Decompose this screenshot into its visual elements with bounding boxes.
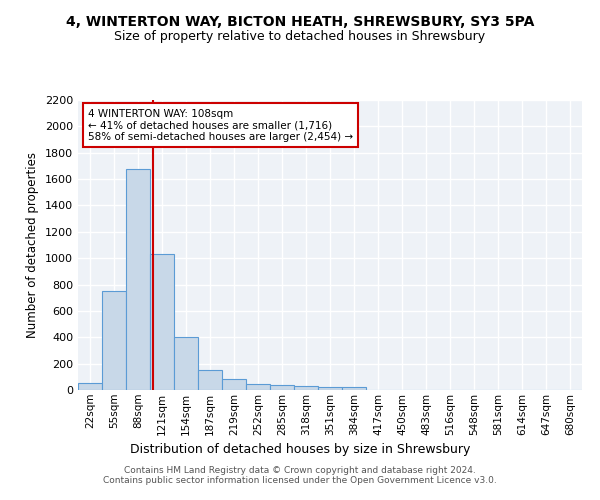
Y-axis label: Number of detached properties: Number of detached properties	[26, 152, 40, 338]
Bar	[198, 370, 222, 390]
Bar	[246, 384, 270, 390]
Text: Distribution of detached houses by size in Shrewsbury: Distribution of detached houses by size …	[130, 442, 470, 456]
Text: 4, WINTERTON WAY, BICTON HEATH, SHREWSBURY, SY3 5PA: 4, WINTERTON WAY, BICTON HEATH, SHREWSBU…	[66, 15, 534, 29]
Bar	[150, 254, 174, 390]
Bar	[318, 388, 342, 390]
Bar	[222, 379, 246, 390]
Bar	[342, 388, 366, 390]
Bar	[294, 386, 318, 390]
Bar	[174, 338, 198, 390]
Text: 4 WINTERTON WAY: 108sqm
← 41% of detached houses are smaller (1,716)
58% of semi: 4 WINTERTON WAY: 108sqm ← 41% of detache…	[88, 108, 353, 142]
Bar	[270, 386, 294, 390]
Bar	[78, 384, 102, 390]
Text: Contains HM Land Registry data © Crown copyright and database right 2024.
Contai: Contains HM Land Registry data © Crown c…	[103, 466, 497, 485]
Bar	[102, 291, 126, 390]
Bar	[126, 168, 150, 390]
Text: Size of property relative to detached houses in Shrewsbury: Size of property relative to detached ho…	[115, 30, 485, 43]
